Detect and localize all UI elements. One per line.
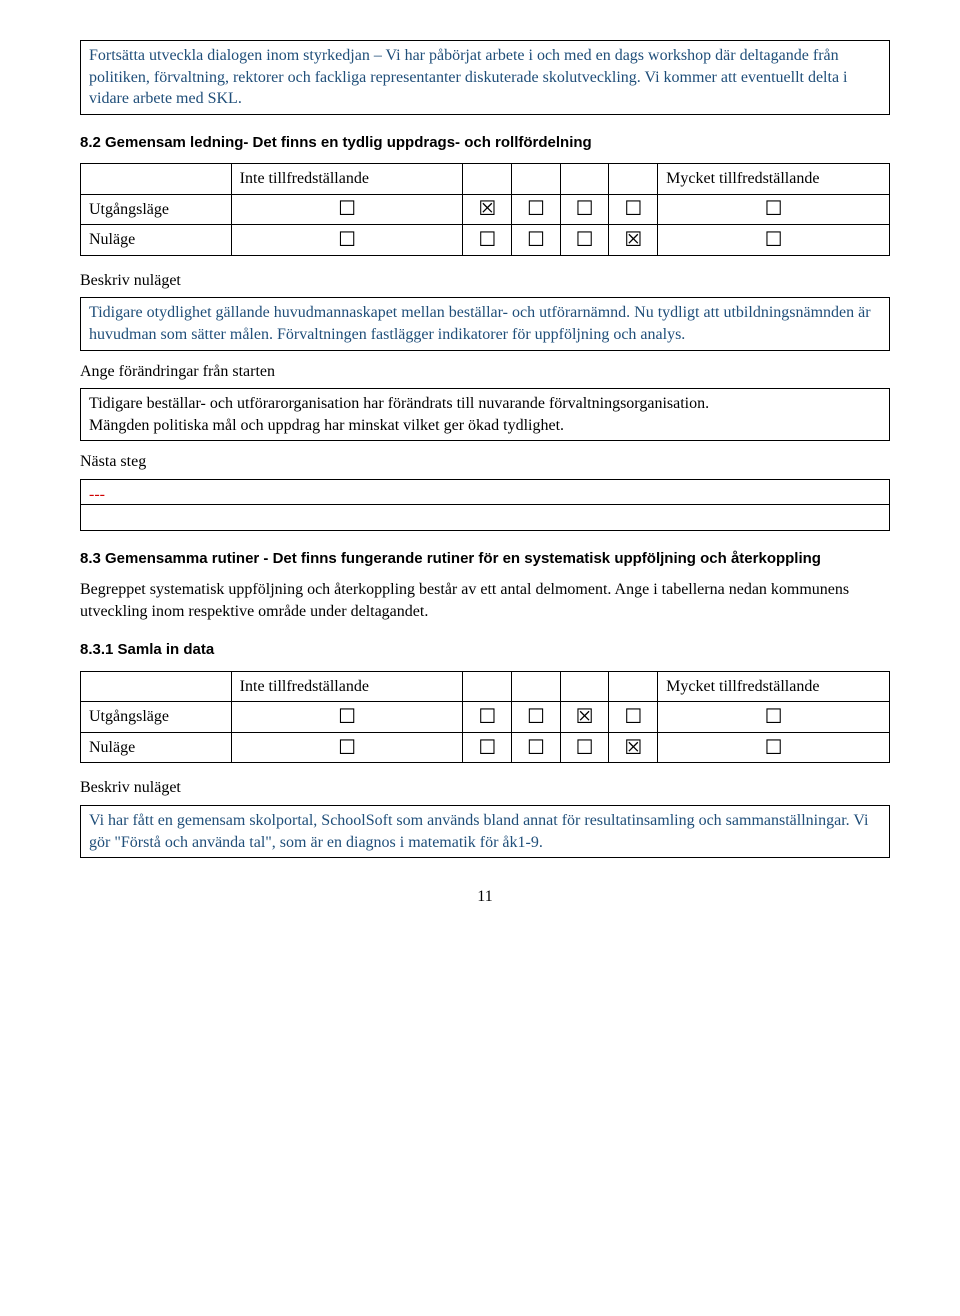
col-inte: Inte tillfredställande	[231, 164, 463, 195]
beskriv-nulaget-label-2: Beskriv nuläget	[80, 777, 890, 799]
beskriv-nulaget-label: Beskriv nuläget	[80, 270, 890, 292]
col-blank	[609, 164, 658, 195]
col-blank	[512, 164, 561, 195]
beskriv-8-3-1-box: Vi har fått en gemensam skolportal, Scho…	[80, 805, 890, 858]
col-mycket: Mycket tillfredställande	[658, 671, 890, 702]
forandringar-8-2-box: Tidigare beställar- och utförarorganisat…	[80, 388, 890, 441]
section-8-2-title: 8.2 Gemensam ledning- Det finns en tydli…	[80, 133, 890, 153]
col-blank	[609, 671, 658, 702]
row-nulage: Nuläge ☐ ☐ ☐ ☐ ☒ ☐	[81, 225, 890, 256]
nasta-steg-label: Nästa steg	[80, 451, 890, 473]
col-blank	[463, 164, 512, 195]
section-8-3-title: 8.3 Gemensamma rutiner - Det finns funge…	[80, 549, 890, 569]
nasta-steg-text: ---	[80, 479, 890, 505]
row-utgangslage: Utgångsläge ☐ ☒ ☐ ☐ ☐ ☐	[81, 194, 890, 225]
nasta-steg-empty-row	[80, 505, 890, 531]
section-8-3-1-title: 8.3.1 Samla in data	[80, 640, 890, 660]
col-mycket: Mycket tillfredställande	[658, 164, 890, 195]
table-empty-header	[81, 671, 232, 702]
rating-table-8-2: Inte tillfredställande Mycket tillfredst…	[80, 163, 890, 256]
beskriv-8-2-box: Tidigare otydlighet gällande huvudmannas…	[80, 297, 890, 350]
col-blank	[560, 164, 609, 195]
rating-table-8-3-1: Inte tillfredställande Mycket tillfredst…	[80, 671, 890, 764]
nasta-steg-box-group: ---	[80, 479, 890, 531]
col-inte: Inte tillfredställande	[231, 671, 463, 702]
col-blank	[463, 671, 512, 702]
page-number: 11	[80, 886, 890, 908]
intro-box: Fortsätta utveckla dialogen inom styrked…	[80, 40, 890, 115]
col-blank	[512, 671, 561, 702]
ange-forandringar-label: Ange förändringar från starten	[80, 361, 890, 383]
row-nulage: Nuläge ☐ ☐ ☐ ☐ ☒ ☐	[81, 732, 890, 763]
section-8-3-intro: Begreppet systematisk uppföljning och åt…	[80, 579, 890, 622]
col-blank	[560, 671, 609, 702]
row-utgangslage: Utgångsläge ☐ ☐ ☐ ☒ ☐ ☐	[81, 702, 890, 733]
table-empty-header	[81, 164, 232, 195]
